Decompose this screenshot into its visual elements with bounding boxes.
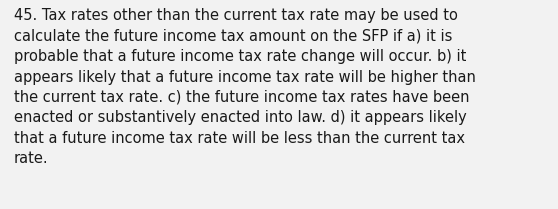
Text: 45. Tax rates other than the current tax rate may be used to
calculate the futur: 45. Tax rates other than the current tax…: [14, 8, 476, 166]
